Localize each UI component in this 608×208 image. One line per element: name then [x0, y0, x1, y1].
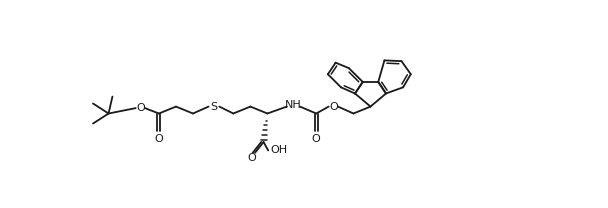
Text: NH: NH — [285, 100, 302, 110]
Text: O: O — [329, 102, 337, 111]
Text: OH: OH — [271, 145, 288, 155]
Text: O: O — [312, 134, 320, 144]
Text: O: O — [247, 153, 257, 163]
Text: S: S — [210, 102, 218, 111]
Text: O: O — [154, 134, 164, 144]
Text: O: O — [136, 103, 145, 113]
